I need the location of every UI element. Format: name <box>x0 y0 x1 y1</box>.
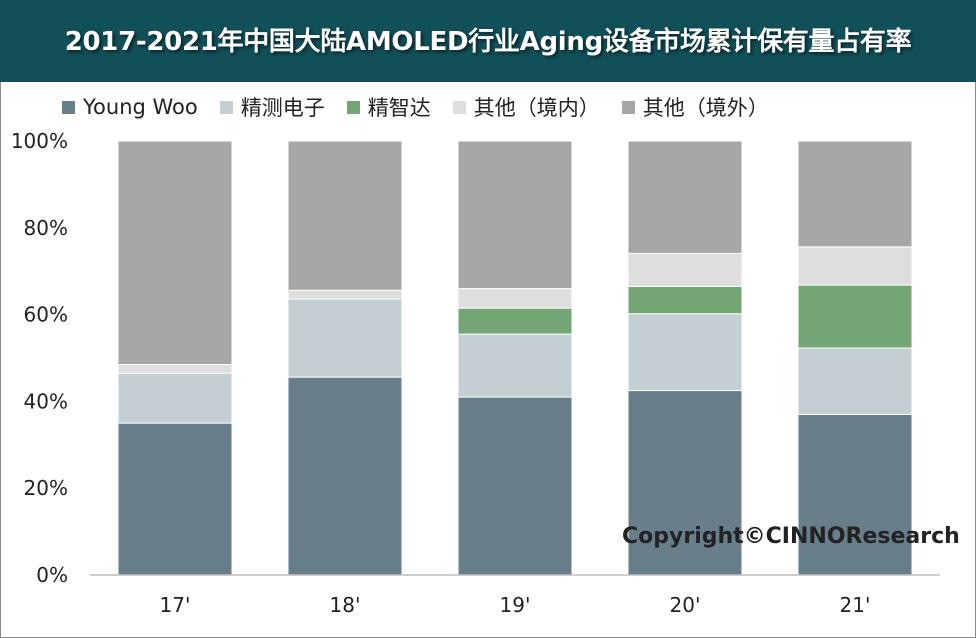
bar-segment <box>797 246 913 286</box>
legend-item: 精测电子 <box>219 92 325 122</box>
bar-segment <box>287 298 403 378</box>
legend-swatch <box>62 100 75 114</box>
bar-segment <box>627 252 743 287</box>
bar-segment <box>457 333 573 398</box>
legend-item: Young Woo <box>62 95 198 119</box>
x-tick-label: 17' <box>160 593 191 617</box>
bar-segment <box>797 284 913 349</box>
bar-segment <box>287 289 403 300</box>
x-tick-label: 20' <box>670 593 701 617</box>
title-bar: 2017-2021年中国大陆AMOLED行业Aging设备市场累计保有量占有率 <box>0 0 976 82</box>
y-tick-label: 80% <box>24 216 68 240</box>
bar-segment <box>627 390 743 576</box>
legend-label: 其他（境外） <box>642 96 769 120</box>
legend-item: 其他（境内） <box>452 92 600 122</box>
x-tick-label: 19' <box>500 593 531 617</box>
legend-label: 精测电子 <box>240 96 325 120</box>
chart-title: 2017-2021年中国大陆AMOLED行业Aging设备市场累计保有量占有率 <box>64 27 912 57</box>
copyright-watermark: Copyright©CINNOResearch <box>622 524 960 549</box>
bar-segment <box>457 140 573 290</box>
y-tick-label: 40% <box>24 389 68 413</box>
legend-swatch <box>346 100 360 114</box>
bar-segment <box>797 347 913 415</box>
bar-segment <box>117 364 233 374</box>
bar-segment <box>797 140 913 248</box>
bar-segment <box>457 288 573 309</box>
bar-segment <box>627 285 743 315</box>
y-tick-label: 0% <box>36 563 68 587</box>
legend-swatch <box>621 100 635 114</box>
bar-segment <box>457 396 573 576</box>
legend-item: 精智达 <box>346 92 431 122</box>
legend-label: 精智达 <box>367 96 431 120</box>
y-tick-label: 20% <box>24 476 68 500</box>
bar-segment <box>797 413 913 576</box>
y-tick-label: 60% <box>24 303 68 327</box>
bar-segment <box>627 140 743 254</box>
legend-swatch <box>219 100 233 114</box>
x-tick-label: 21' <box>840 593 871 617</box>
chart-legend: Young Woo 精测电子 精智达 其他（境内） 其他（境外） <box>62 92 769 122</box>
legend-label: 其他（境内） <box>473 96 600 120</box>
x-tick-label: 18' <box>330 593 361 617</box>
bar-segment <box>117 140 233 366</box>
legend-item: 其他（境外） <box>621 92 769 122</box>
bar-segment <box>287 376 403 576</box>
y-tick-label: 100% <box>11 129 68 153</box>
legend-swatch <box>452 100 466 114</box>
bar-segment <box>627 313 743 392</box>
bar-segment <box>117 372 233 424</box>
bar-segment <box>287 140 403 291</box>
bar-segment <box>457 307 573 335</box>
bar-segment <box>117 422 233 576</box>
legend-label: Young Woo <box>83 95 198 119</box>
